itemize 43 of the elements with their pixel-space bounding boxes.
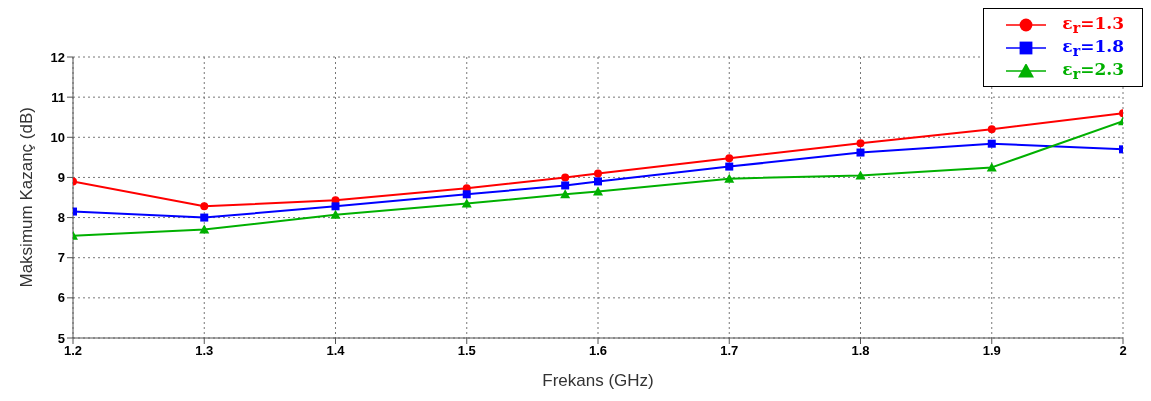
y-tick-label: 5: [57, 330, 65, 346]
x-tick-label: 2: [1119, 343, 1127, 359]
y-tick-label: 6: [57, 290, 65, 306]
point: [986, 162, 997, 172]
point: [330, 209, 341, 219]
y-tick-label: 9: [57, 170, 65, 186]
y-tick-label: 8: [57, 210, 65, 226]
x-tick-label: 1.8: [851, 343, 870, 359]
point: [561, 181, 570, 190]
point: [856, 148, 865, 157]
point: [594, 169, 602, 178]
x-tick-label: 1.4: [326, 343, 346, 359]
point: [725, 162, 734, 171]
x-tick-label: 1.6: [588, 343, 608, 359]
x-tick-label: 1.3: [195, 343, 214, 359]
point: [200, 213, 209, 222]
y-tick-label: 10: [50, 129, 65, 145]
legend-label: ε$_{r}$=1.8: [1062, 35, 1124, 60]
point: [462, 190, 471, 199]
point: [594, 177, 602, 186]
point: [987, 139, 996, 148]
point: [560, 189, 571, 199]
point: [199, 224, 210, 234]
x-tick-label: 1.7: [720, 343, 739, 359]
point: [561, 173, 570, 182]
point: [855, 170, 866, 180]
x-tick-label: 1.9: [982, 343, 1001, 359]
point: [331, 202, 340, 211]
y-axis-title: Maksimum Kazanç (dB): [17, 107, 37, 288]
point: [724, 173, 735, 183]
point: [200, 202, 209, 211]
x-axis-title: Frekans (GHz): [542, 371, 654, 390]
point: [987, 125, 996, 134]
point: [856, 139, 865, 148]
x-tick-label: 1.5: [457, 343, 476, 359]
legend-label: ε$_{r}$=2.3: [1062, 58, 1124, 83]
legend-label: ε$_{r}$=1.3: [1062, 12, 1124, 37]
point: [461, 198, 472, 208]
y-tick-label: 7: [57, 250, 65, 266]
x-tick-label: 1.2: [63, 343, 83, 359]
y-tick-label: 12: [50, 49, 65, 65]
point: [725, 154, 734, 163]
y-tick-label: 11: [51, 89, 65, 105]
